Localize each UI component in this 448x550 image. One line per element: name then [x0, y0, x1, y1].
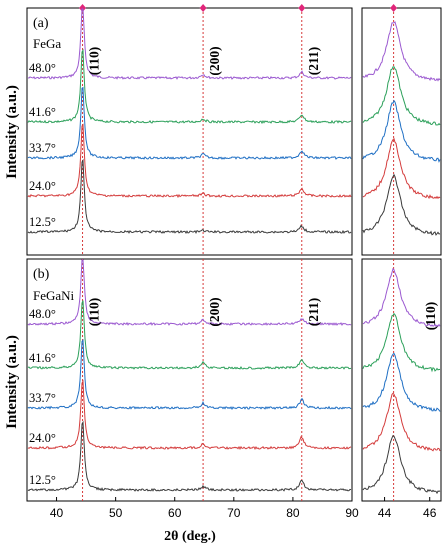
zoom-series-line-(a)-0 — [362, 21, 441, 82]
series-label: 33.7° — [29, 391, 56, 405]
series-label: 24.0° — [29, 179, 56, 193]
panel-b-tag: (b) — [33, 267, 50, 282]
zoom-peak-label: (110) — [423, 302, 438, 331]
series-label: 12.5° — [29, 473, 56, 487]
series-line-(a)-3 — [27, 123, 352, 199]
peak-marker-0 — [79, 4, 87, 12]
zoom-x-tick-label: 46 — [423, 506, 437, 520]
peak-marker-1 — [199, 4, 207, 12]
series-line-(b)-0 — [27, 259, 352, 327]
series-line-(b)-2 — [27, 338, 352, 411]
zoom-series-line-(a)-3 — [362, 137, 441, 200]
zoom-series-line-(b)-4 — [362, 435, 441, 495]
series-line-(a)-4 — [27, 158, 352, 235]
series-line-(b)-4 — [27, 420, 352, 492]
peak-label: (200) — [207, 297, 222, 326]
series-label: 48.0° — [29, 61, 56, 75]
series-line-(b)-3 — [27, 379, 352, 451]
zoom-series-line-(b)-2 — [362, 352, 441, 412]
panel-b-sample: FeGaNi — [33, 288, 75, 303]
series-label: 24.0° — [29, 431, 56, 445]
x-tick-label: 90 — [345, 506, 359, 520]
panel-b-main-frame — [26, 258, 353, 502]
panel-b-zoom-frame — [361, 258, 442, 502]
panel-a-sample: FeGa — [33, 36, 61, 51]
peak-label: (200) — [207, 46, 222, 75]
zoom-x-tick-label: 44 — [378, 506, 392, 520]
series-label: 33.7° — [29, 141, 56, 155]
peak-label: (211) — [306, 298, 321, 327]
zoom-peak-marker — [390, 4, 398, 12]
ylabel-a: Intensity (a.u.) — [4, 85, 20, 179]
x-tick-label: 80 — [286, 506, 300, 520]
series-line-(a)-0 — [27, 8, 352, 80]
zoom-series-line-(b)-3 — [362, 392, 441, 452]
peak-label: (110) — [87, 47, 102, 76]
x-tick-label: 40 — [50, 506, 64, 520]
zoom-series-line-(a)-1 — [362, 66, 441, 126]
peak-marker-2 — [298, 4, 306, 12]
series-label: 41.6° — [29, 105, 56, 119]
x-tick-label: 70 — [227, 506, 241, 520]
x-tick-label: 60 — [168, 506, 182, 520]
peak-label: (211) — [306, 47, 321, 76]
labels-layer: 48.0° 41.6° 33.7° 24.0° 12.5° (110) (200) (211)… — [29, 46, 438, 520]
series-line-(b)-1 — [27, 300, 352, 370]
series-line-(a)-2 — [27, 86, 352, 160]
series-label: 48.0° — [29, 307, 56, 321]
panel-a-tag: (a) — [33, 16, 49, 31]
x-tick-label: 50 — [109, 506, 123, 520]
panel-a-zoom-frame — [361, 7, 442, 256]
ylabel-b: Intensity (a.u.) — [4, 335, 20, 429]
zoom-series-line-(a)-4 — [362, 173, 441, 236]
curves-layer — [27, 4, 441, 501]
zoom-series-line-(b)-1 — [362, 312, 441, 373]
peak-label: (110) — [87, 298, 102, 327]
zoom-series-line-(a)-2 — [362, 99, 441, 163]
panel-a-main-frame — [26, 7, 353, 256]
xlabel: 2θ (deg.) — [164, 529, 216, 544]
series-label: 12.5° — [29, 215, 56, 229]
series-label: 41.6° — [29, 351, 56, 365]
zoom-series-line-(b)-0 — [362, 267, 441, 328]
series-line-(a)-1 — [27, 48, 352, 125]
